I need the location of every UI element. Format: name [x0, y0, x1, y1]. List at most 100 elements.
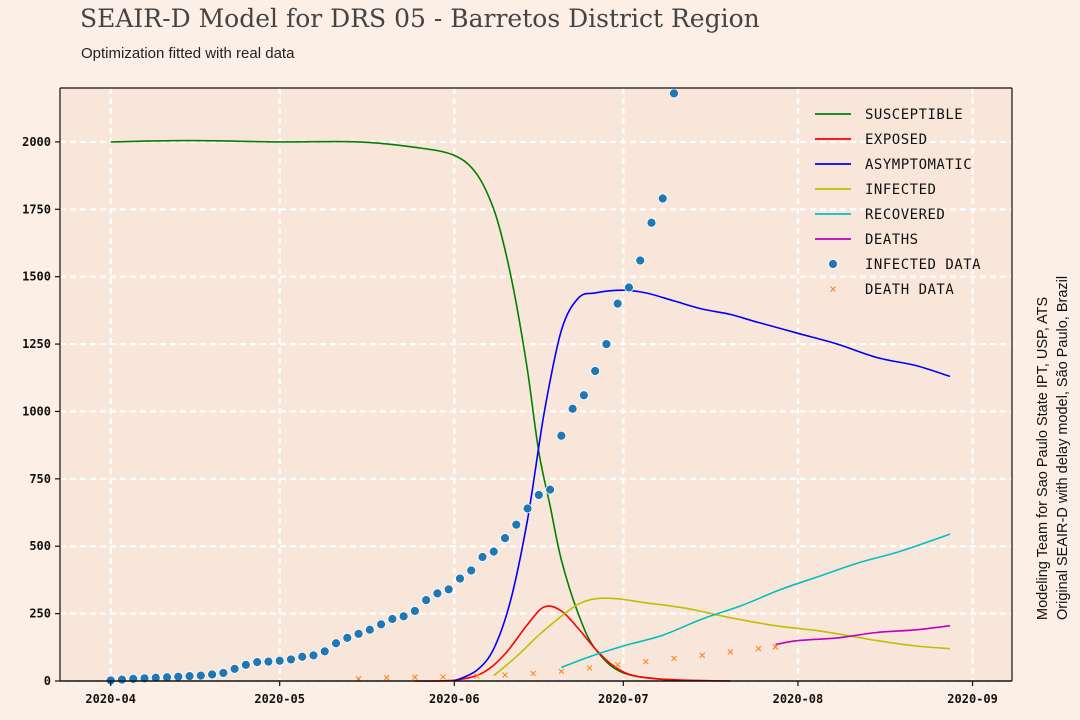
legend-label: INFECTED: [865, 182, 936, 198]
legend-label: RECOVERED: [865, 207, 945, 223]
death-data-point: [440, 674, 446, 680]
y-tick-label: 1500: [22, 270, 51, 284]
death-data-point: [412, 674, 418, 681]
infected-data-point: [567, 403, 578, 414]
chart-title: SEAIR-D Model for DRS 05 - Barretos Dist…: [80, 4, 760, 33]
infected-data-point: [522, 503, 533, 514]
credit-note: Modeling Team for Sao Paulo State IPT, U…: [1033, 276, 1073, 620]
infected-data-point: [635, 255, 646, 266]
death-data-point: [473, 673, 480, 680]
infected-data-point: [624, 282, 634, 293]
x-tick-label: 2020-07: [598, 692, 649, 706]
infected-data-point: [364, 624, 375, 635]
series-line-deaths: [775, 624, 951, 646]
infected-data-point: [500, 533, 510, 544]
x-tick-label: 2020-04: [85, 692, 136, 706]
infected-data-point: [184, 671, 195, 682]
infected-data-point: [319, 646, 330, 657]
infected-data-point: [443, 584, 454, 595]
x-tick-label: 2020-05: [254, 692, 305, 706]
death-data-point: [558, 668, 565, 675]
legend-item: DEATH DATA: [830, 282, 954, 298]
infected-data-point: [398, 611, 409, 622]
legend-label: INFECTED DATA: [865, 257, 981, 273]
y-tick-label: 750: [29, 472, 51, 486]
axes: 0 250 500 750 1000 1250 1500 1750 2000 2020-04 202…: [22, 87, 1013, 706]
y-tick-label: 1750: [22, 202, 51, 216]
y-tick-label: 1250: [22, 337, 51, 351]
infected-data-point: [669, 88, 679, 99]
legend-item: DEATHS: [815, 232, 919, 248]
infected-data-point: [646, 217, 657, 228]
infected-data-point: [432, 588, 443, 599]
infected-data-point: [229, 663, 240, 674]
x-tick-label: 2020-08: [773, 692, 824, 706]
plot-area: [60, 88, 1012, 681]
infected-data-point: [263, 656, 274, 667]
y-tick-label: 1000: [22, 404, 51, 418]
y-tick-label: 2000: [22, 135, 51, 149]
series-line-susceptible: [110, 139, 675, 682]
infected-data-point: [274, 655, 285, 666]
legend-label: SUSCEPTIBLE: [865, 107, 963, 123]
credit-line-2: Original SEAIR-D with delay model, São P…: [1055, 275, 1071, 620]
legend-swatch: [830, 286, 836, 292]
infected-data-point: [421, 595, 432, 606]
infected-data-point: [466, 565, 477, 576]
series-line-infected: [493, 597, 951, 677]
chart-subtitle: Optimization fitted with real data: [81, 45, 295, 62]
infected-data-point: [218, 668, 229, 678]
credit-line-1: Modeling Team for Sao Paulo State IPT, U…: [1035, 296, 1051, 620]
legend-item: INFECTED: [815, 182, 936, 198]
death-data-point: [699, 652, 706, 659]
infected-data-point: [590, 366, 601, 376]
infected-data-point: [578, 390, 589, 401]
infected-data-point: [657, 193, 668, 204]
legend-label: DEATHS: [865, 232, 919, 248]
infected-data-point: [409, 606, 420, 616]
infected-data-point: [533, 490, 544, 500]
x-tick-label: 2020-06: [429, 692, 480, 706]
infected-data-point: [117, 674, 127, 685]
infected-data-point: [455, 573, 465, 584]
legend-item: ASYMPTOMATIC: [815, 157, 972, 173]
death-data-point: [586, 665, 593, 671]
infected-data-point: [511, 519, 522, 530]
legend-swatch: [828, 259, 838, 269]
scatter-points: [105, 88, 779, 686]
infected-data-point: [612, 298, 623, 309]
series-line-exposed: [414, 605, 731, 682]
infected-data-point: [286, 654, 296, 665]
death-data-point: [755, 645, 762, 652]
legend-item: EXPOSED: [815, 132, 928, 148]
infected-data-point: [207, 669, 217, 680]
infected-data-point: [252, 657, 263, 668]
legend-label: EXPOSED: [865, 132, 928, 148]
infected-data-point: [128, 673, 139, 684]
infected-data-point: [353, 628, 364, 639]
infected-data-point: [477, 552, 488, 562]
death-data-point: [502, 672, 508, 678]
y-tick-label: 250: [29, 607, 51, 621]
infected-data-point: [556, 430, 567, 441]
legend-label: DEATH DATA: [865, 282, 954, 298]
infected-data-point: [308, 650, 319, 661]
death-data-point: [642, 658, 649, 665]
death-data-point: [614, 661, 621, 668]
infected-data-point: [195, 670, 206, 681]
y-tick-label: 500: [29, 539, 51, 553]
death-data-point: [530, 670, 537, 677]
legend-item: RECOVERED: [815, 207, 945, 223]
infected-data-point: [376, 619, 386, 630]
x-tick-label: 2020-09: [947, 692, 998, 706]
infected-data-point: [545, 484, 555, 495]
series-line-asymptomatic: [453, 289, 951, 682]
legend: SUSCEPTIBLE EXPOSED ASYMPTOMATIC INFECTED RE…: [815, 107, 981, 298]
legend-item: INFECTED DATA: [828, 257, 981, 273]
series-line-recovered: [561, 533, 951, 669]
legend-label: ASYMPTOMATIC: [865, 157, 972, 173]
infected-data-point: [173, 671, 184, 682]
series-lines: [110, 139, 951, 682]
death-data-point: [671, 655, 677, 662]
